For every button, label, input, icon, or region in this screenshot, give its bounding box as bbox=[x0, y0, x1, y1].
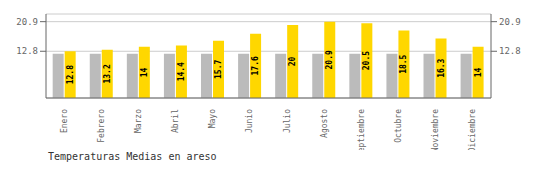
svg-text:Octubre: Octubre bbox=[394, 109, 403, 143]
svg-text:Noviembre: Noviembre bbox=[431, 109, 440, 150]
svg-text:12.8: 12.8 bbox=[16, 46, 38, 56]
svg-text:Marzo: Marzo bbox=[134, 109, 143, 133]
svg-text:20.9: 20.9 bbox=[499, 17, 521, 27]
svg-text:17.6: 17.6 bbox=[251, 56, 260, 75]
svg-text:13.2: 13.2 bbox=[103, 64, 112, 83]
svg-text:18.5: 18.5 bbox=[399, 54, 408, 73]
svg-text:16.3: 16.3 bbox=[437, 58, 446, 77]
svg-text:20: 20 bbox=[288, 56, 297, 66]
svg-text:14: 14 bbox=[140, 67, 149, 77]
svg-text:Julio: Julio bbox=[283, 109, 292, 133]
svg-text:20.5: 20.5 bbox=[362, 51, 371, 70]
svg-text:20.9: 20.9 bbox=[16, 17, 38, 27]
svg-text:12.8: 12.8 bbox=[66, 65, 75, 84]
svg-text:20.9: 20.9 bbox=[325, 50, 334, 69]
svg-text:Enero: Enero bbox=[60, 109, 69, 133]
svg-text:Septiembre: Septiembre bbox=[357, 109, 366, 150]
svg-text:Diciembre: Diciembre bbox=[468, 109, 477, 150]
svg-text:Junio: Junio bbox=[245, 109, 254, 133]
svg-text:Febrero: Febrero bbox=[97, 109, 106, 143]
svg-text:Mayo: Mayo bbox=[208, 109, 217, 128]
svg-text:Agosto: Agosto bbox=[320, 109, 329, 138]
svg-text:12.8: 12.8 bbox=[499, 46, 521, 56]
svg-text:Abril: Abril bbox=[171, 109, 180, 133]
svg-text:14.4: 14.4 bbox=[177, 62, 186, 81]
html-text:Temperaturas Medias en areso: Temperaturas Medias en areso bbox=[48, 151, 217, 162]
svg-text:15.7: 15.7 bbox=[214, 60, 223, 79]
svg-text:14: 14 bbox=[474, 67, 483, 77]
